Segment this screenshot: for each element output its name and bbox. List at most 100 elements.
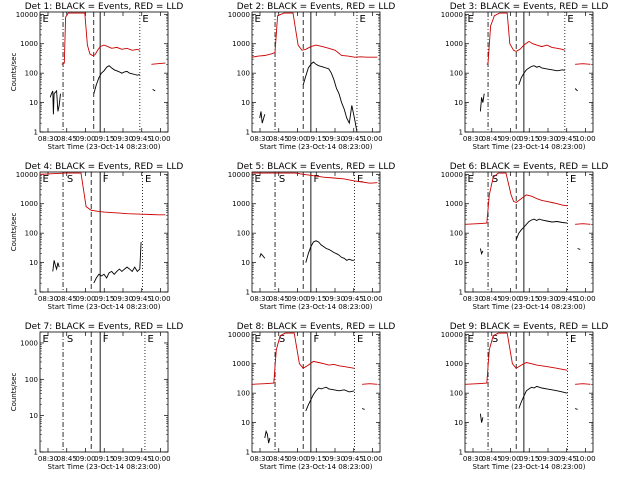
- region-marker: E: [255, 334, 261, 345]
- y-tick-label: 10000: [441, 171, 463, 179]
- region-marker: E: [43, 334, 49, 345]
- region-marker: S: [67, 334, 73, 345]
- region-marker: F: [103, 334, 109, 345]
- y-tick-label: 1000: [20, 40, 38, 48]
- events-series-line: [259, 111, 266, 124]
- lld-series-line: [61, 12, 140, 65]
- x-tick-label: 08:30: [250, 295, 270, 303]
- region-marker: E: [148, 334, 154, 345]
- chart-panel-4: Det 4: BLACK = Events, RED = LLD 1 10 100 10…: [10, 162, 183, 311]
- y-tick-label: 1: [459, 289, 463, 297]
- region-marker: S: [492, 174, 498, 185]
- y-tick-label: 10000: [228, 331, 250, 339]
- x-tick-label: 08:30: [38, 135, 58, 143]
- x-axis-label: Start Time (23-Oct-14 08:23:00): [48, 303, 161, 311]
- x-tick-label: 09:30: [113, 455, 133, 463]
- x-axis-label: Start Time (23-Oct-14 08:23:00): [473, 303, 586, 311]
- x-tick-label: 09:30: [325, 135, 345, 143]
- region-marker: E: [255, 174, 261, 185]
- x-axis-label: Start Time (23-Oct-14 08:23:00): [473, 463, 586, 471]
- y-tick-label: 1000: [445, 40, 463, 48]
- plot-frame: [464, 11, 594, 133]
- region-marker: E: [468, 334, 474, 345]
- events-series-line: [518, 385, 568, 409]
- x-tick-label: 10:00: [362, 135, 382, 143]
- x-tick-label: 08:30: [250, 455, 270, 463]
- x-tick-label: 10:00: [362, 455, 382, 463]
- region-marker: E: [142, 14, 148, 25]
- x-tick-label: 08:45: [269, 295, 289, 303]
- y-tick-label: 100: [450, 70, 463, 78]
- y-tick-label: 10: [241, 99, 250, 107]
- region-marker: E: [468, 174, 474, 185]
- x-tick-label: 08:45: [482, 455, 502, 463]
- x-tick-label: 08:30: [463, 135, 483, 143]
- lld-series-line: [251, 332, 355, 385]
- x-tick-label: 08:45: [269, 135, 289, 143]
- region-marker: E: [357, 174, 363, 185]
- x-tick-label: 09:15: [306, 135, 326, 143]
- chart-title: Det 3: BLACK = Events, RED = LLD: [450, 2, 609, 12]
- x-axis-label: Start Time (23-Oct-14 08:23:00): [260, 463, 373, 471]
- x-tick-label: 10:00: [362, 295, 382, 303]
- region-marker: S: [492, 334, 498, 345]
- x-tick-label: 08:30: [463, 455, 483, 463]
- y-tick-label: 10: [454, 419, 463, 427]
- lld-series-line: [39, 172, 166, 216]
- x-tick-label: 09:00: [75, 135, 95, 143]
- x-tick-label: 09:00: [500, 295, 520, 303]
- x-tick-label: 09:45: [557, 135, 577, 143]
- x-tick-label: 09:30: [538, 135, 558, 143]
- x-axis-label: Start Time (23-Oct-14 08:23:00): [260, 303, 373, 311]
- x-tick-label: 08:45: [57, 455, 77, 463]
- x-tick-label: 09:00: [287, 455, 307, 463]
- events-series-line: [574, 408, 578, 410]
- x-tick-label: 09:15: [94, 295, 114, 303]
- chart-panel-5: Det 5: BLACK = Events, RED = LLD 1 10 100 10…: [228, 162, 396, 311]
- x-tick-label: 09:30: [538, 295, 558, 303]
- x-axis-label: Start Time (23-Oct-14 08:23:00): [48, 463, 161, 471]
- chart-title: Det 6: BLACK = Events, RED = LLD: [450, 162, 609, 172]
- x-tick-label: 09:30: [325, 455, 345, 463]
- events-series-line: [264, 429, 271, 444]
- events-series-line: [479, 413, 484, 423]
- plot-frame: [39, 11, 169, 133]
- region-marker: S: [279, 174, 285, 185]
- x-tick-label: 08:45: [57, 135, 77, 143]
- lld-series-line: [362, 383, 378, 385]
- lld-series-line: [575, 383, 591, 385]
- x-tick-label: 08:45: [269, 455, 289, 463]
- y-tick-label: 1: [34, 449, 38, 457]
- x-tick-label: 09:00: [287, 135, 307, 143]
- y-tick-label: 10000: [16, 11, 38, 19]
- events-series-line: [479, 93, 485, 112]
- events-series-line: [52, 260, 60, 272]
- y-tick-label: 10: [454, 259, 463, 267]
- x-tick-label: 09:45: [557, 295, 577, 303]
- x-tick-label: 09:15: [306, 295, 326, 303]
- region-marker: F: [313, 334, 319, 345]
- y-tick-label: 1000: [445, 200, 463, 208]
- plot-frame: [39, 331, 169, 453]
- y-tick-label: 1: [34, 129, 38, 137]
- x-tick-label: 09:00: [287, 295, 307, 303]
- y-tick-label: 100: [237, 390, 250, 398]
- lld-series-line: [464, 332, 568, 385]
- x-tick-label: 09:00: [500, 135, 520, 143]
- x-tick-label: 10:00: [150, 135, 170, 143]
- y-tick-label: 100: [25, 230, 38, 238]
- y-tick-label: 10: [454, 99, 463, 107]
- y-tick-label: 10000: [228, 171, 250, 179]
- x-tick-label: 10:00: [150, 295, 170, 303]
- y-tick-label: 1: [246, 449, 250, 457]
- y-tick-label: 10: [241, 419, 250, 427]
- events-series-line: [152, 89, 156, 92]
- lld-series-line: [486, 12, 565, 65]
- chart-panel-1: Det 1: BLACK = Events, RED = LLD 1 10 100 10…: [10, 2, 183, 151]
- x-tick-label: 10:00: [575, 295, 595, 303]
- y-tick-label: 1: [246, 129, 250, 137]
- y-tick-label: 1000: [232, 360, 250, 368]
- events-series-line: [518, 65, 565, 86]
- x-tick-label: 08:45: [482, 135, 502, 143]
- x-tick-label: 09:00: [500, 455, 520, 463]
